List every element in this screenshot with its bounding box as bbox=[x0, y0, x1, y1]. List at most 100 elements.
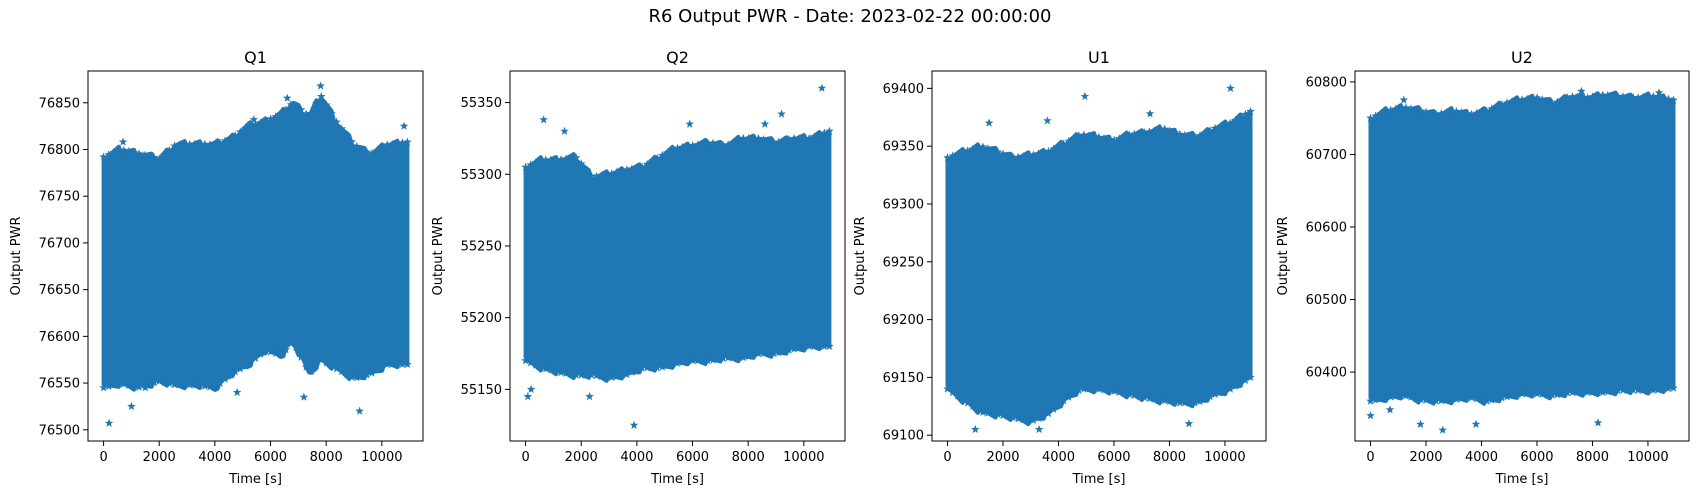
panel-u2: 0 2000 4000 6000 8000 10000 60400 60500 60600 607… bbox=[1276, 48, 1690, 487]
point-marker bbox=[190, 380, 199, 389]
point-marker bbox=[296, 105, 306, 114]
point-marker bbox=[1079, 384, 1089, 393]
point-marker bbox=[1084, 131, 1094, 140]
outlier-point bbox=[104, 418, 114, 427]
point-marker bbox=[160, 150, 169, 159]
point-marker bbox=[577, 159, 586, 168]
point-marker bbox=[139, 150, 149, 159]
point-marker bbox=[1522, 389, 1532, 398]
point-marker bbox=[1638, 385, 1648, 394]
point-marker bbox=[663, 361, 672, 370]
point-marker bbox=[1411, 105, 1421, 114]
point-marker bbox=[993, 147, 1003, 156]
point-marker bbox=[1608, 91, 1618, 100]
point-marker bbox=[205, 382, 215, 391]
x-tick-label: 6000 bbox=[676, 450, 709, 465]
point-marker bbox=[1226, 384, 1235, 393]
point-marker bbox=[1200, 128, 1210, 137]
point-marker bbox=[352, 141, 362, 150]
point-marker bbox=[1155, 395, 1164, 404]
point-marker bbox=[968, 144, 978, 153]
point-marker bbox=[1512, 390, 1522, 399]
point-marker bbox=[713, 354, 723, 363]
point-marker bbox=[1401, 391, 1411, 400]
point-marker bbox=[998, 149, 1008, 158]
point-marker bbox=[1416, 395, 1426, 404]
point-marker bbox=[1109, 135, 1119, 144]
outlier-point bbox=[971, 424, 980, 434]
point-marker bbox=[1578, 387, 1587, 396]
point-marker bbox=[337, 367, 346, 376]
point-marker bbox=[769, 349, 778, 358]
outlier-point bbox=[141, 383, 150, 392]
point-marker bbox=[1457, 394, 1466, 403]
outlier-point bbox=[817, 83, 827, 92]
point-marker bbox=[739, 353, 748, 362]
point-marker bbox=[1608, 386, 1618, 395]
y-tick-label: 60600 bbox=[1306, 220, 1347, 235]
point-marker bbox=[1421, 107, 1431, 116]
point-marker bbox=[1069, 389, 1078, 398]
point-marker bbox=[1059, 139, 1068, 148]
point-marker bbox=[804, 341, 814, 350]
point-marker bbox=[1638, 92, 1648, 101]
point-marker bbox=[1558, 389, 1567, 398]
dense-point-band bbox=[101, 96, 410, 392]
point-marker bbox=[251, 119, 260, 128]
point-marker bbox=[1517, 95, 1527, 104]
outlier-point bbox=[1226, 83, 1235, 92]
point-marker bbox=[774, 348, 784, 357]
point-marker bbox=[99, 383, 108, 392]
point-marker bbox=[642, 159, 652, 168]
scatter-points bbox=[521, 83, 834, 429]
point-marker bbox=[1125, 390, 1134, 399]
point-marker bbox=[988, 145, 998, 154]
point-marker bbox=[1482, 396, 1491, 405]
point-marker bbox=[592, 371, 601, 380]
point-marker bbox=[1210, 389, 1220, 398]
point-marker bbox=[693, 356, 702, 365]
point-marker bbox=[1472, 394, 1481, 403]
point-marker bbox=[1548, 390, 1557, 399]
point-marker bbox=[1487, 104, 1496, 113]
point-marker bbox=[1442, 395, 1451, 404]
point-marker bbox=[1593, 387, 1602, 396]
y-tick-label: 55300 bbox=[461, 168, 502, 183]
point-marker bbox=[1195, 131, 1205, 140]
point-marker bbox=[799, 342, 809, 351]
point-marker bbox=[281, 345, 291, 354]
y-tick-label: 76700 bbox=[39, 236, 80, 251]
point-marker bbox=[170, 141, 179, 150]
y-tick-label: 76650 bbox=[39, 283, 80, 298]
x-tick-label: 6000 bbox=[1097, 450, 1130, 465]
outlier-point bbox=[585, 392, 594, 401]
point-marker bbox=[622, 165, 632, 174]
point-marker bbox=[347, 137, 356, 146]
point-marker bbox=[175, 140, 184, 149]
point-marker bbox=[627, 367, 637, 376]
outlier-point bbox=[1471, 419, 1481, 428]
point-marker bbox=[1089, 384, 1099, 393]
point-marker bbox=[165, 379, 174, 388]
point-marker bbox=[1175, 129, 1185, 138]
x-tick-label: 4000 bbox=[198, 450, 231, 465]
point-marker bbox=[225, 370, 235, 379]
panel-title: Q2 bbox=[666, 48, 689, 67]
point-marker bbox=[1386, 105, 1395, 114]
point-marker bbox=[1236, 378, 1245, 387]
point-marker bbox=[377, 143, 387, 152]
x-tick-label: 4000 bbox=[1042, 450, 1075, 465]
point-marker bbox=[739, 133, 748, 142]
point-marker bbox=[958, 395, 967, 404]
outlier-point bbox=[1145, 109, 1155, 118]
point-marker bbox=[1654, 92, 1663, 101]
point-marker bbox=[301, 362, 311, 371]
point-marker bbox=[794, 133, 804, 142]
point-marker bbox=[1231, 381, 1240, 390]
point-marker bbox=[948, 151, 957, 160]
point-marker bbox=[387, 139, 397, 148]
point-marker bbox=[1628, 93, 1638, 102]
point-marker bbox=[1074, 385, 1084, 394]
point-marker bbox=[144, 151, 154, 160]
point-marker bbox=[1532, 93, 1542, 102]
